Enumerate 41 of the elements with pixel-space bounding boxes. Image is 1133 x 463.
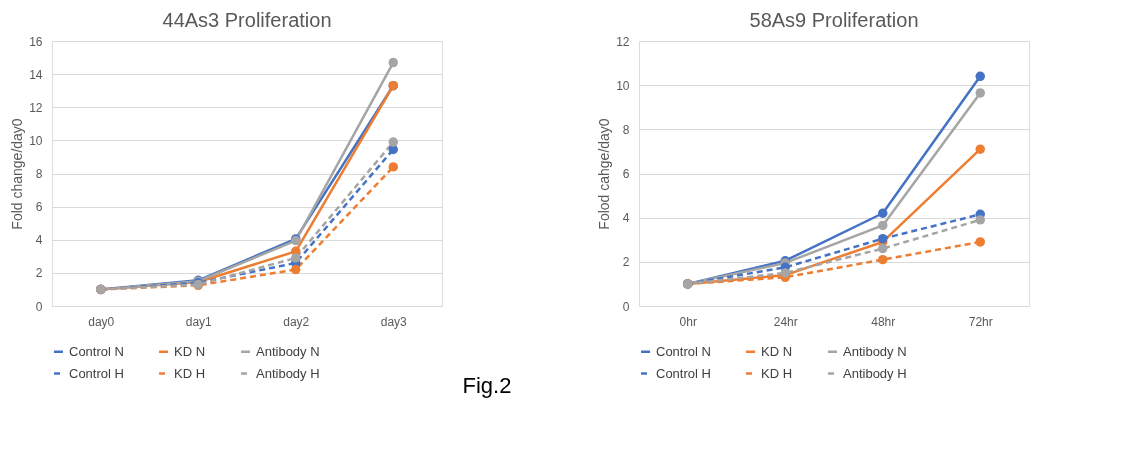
y-tick-label: 0 [622, 299, 630, 314]
y-tick-label: 4 [622, 211, 630, 226]
chart-title: 44As3 Proliferation [162, 9, 332, 31]
legend-label: KD N [174, 343, 206, 359]
y-tick-label: 14 [29, 67, 43, 82]
y-tick-label: 4 [35, 233, 43, 248]
legend-label: Antibody N [843, 343, 907, 359]
y-tick-label: 10 [29, 133, 43, 148]
y-tick-label: 8 [622, 122, 630, 137]
legend-label: Antibody H [843, 365, 907, 381]
y-tick-label: 2 [35, 266, 43, 281]
legend-label: KD H [174, 365, 206, 381]
y-tick-label: 8 [35, 167, 43, 181]
legend-label: Control H [69, 365, 124, 381]
legend-label: KD H [761, 365, 793, 381]
x-tick-label: day0 [88, 314, 115, 329]
x-tick-label: day1 [185, 314, 213, 329]
y-axis-title: Fold change/day0 [9, 118, 26, 230]
legend-label: Antibody N [256, 343, 320, 359]
legend-label: Antibody H [256, 365, 320, 381]
y-tick-label: 12 [29, 100, 43, 115]
x-tick-label: 72hr [968, 314, 993, 329]
x-tick-label: day3 [380, 314, 408, 329]
x-tick-label: 24hr [773, 314, 798, 329]
y-axis-title: Folod cahge/day0 [596, 118, 613, 230]
legend-label: Control H [656, 365, 711, 381]
x-tick-label: 0hr [679, 314, 697, 329]
y-tick-label: 10 [616, 78, 630, 93]
chart-title: 58As9 Proliferation [749, 9, 919, 31]
y-tick-label: 16 [29, 34, 43, 49]
y-tick-label: 6 [622, 167, 630, 181]
y-tick-label: 12 [616, 34, 630, 49]
x-tick-label: 48hr [871, 314, 896, 329]
y-tick-label: 6 [35, 200, 43, 215]
caption: Fig.2 [462, 373, 512, 398]
legend-label: Control N [69, 343, 124, 359]
y-tick-label: 2 [622, 255, 630, 270]
y-tick-label: 0 [35, 299, 43, 314]
legend-label: KD N [761, 343, 793, 359]
x-tick-label: day2 [283, 314, 310, 329]
legend-label: Control N [656, 343, 711, 359]
